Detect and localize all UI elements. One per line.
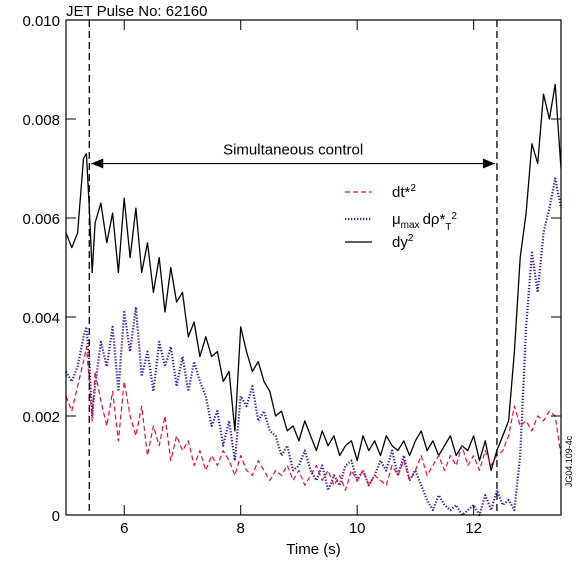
series-line [65, 83, 562, 472]
annotation-label: Simultaneous control [223, 142, 363, 159]
legend-label: dy2 [392, 233, 414, 251]
x-tick-label: 10 [349, 520, 366, 537]
y-tick-label: 0.008 [22, 112, 60, 129]
plot-frame [65, 19, 562, 516]
legend-label: dt*2 [392, 183, 416, 201]
x-tick-label: 8 [237, 520, 245, 537]
y-tick-label: 0.010 [22, 13, 60, 30]
series-line [65, 346, 562, 491]
x-tick-label: 6 [120, 520, 128, 537]
figure-id-watermark: JG04.109-4c [564, 435, 574, 487]
series-line [65, 177, 563, 517]
axes: 0 0.002 0.004 0.006 0.008 0.010 6 8 10 12 [22, 13, 561, 537]
y-tick-label: 0 [52, 508, 60, 525]
plot-series [65, 83, 563, 517]
annotations: Simultaneous control [88, 20, 498, 515]
y-tick-label: 0.006 [22, 211, 60, 228]
x-axis-label: Time (s) [286, 541, 340, 558]
annotation-arrowhead-left [91, 158, 104, 169]
y-tick-label: 0.004 [22, 310, 60, 327]
annotation-arrowhead-right [482, 158, 495, 169]
x-tick-label: 12 [465, 520, 482, 537]
legend-label: μmax dρ*T2 [392, 211, 457, 233]
y-tick-label: 0.002 [22, 409, 60, 426]
chart-title: JET Pulse No: 62160 [66, 3, 207, 20]
